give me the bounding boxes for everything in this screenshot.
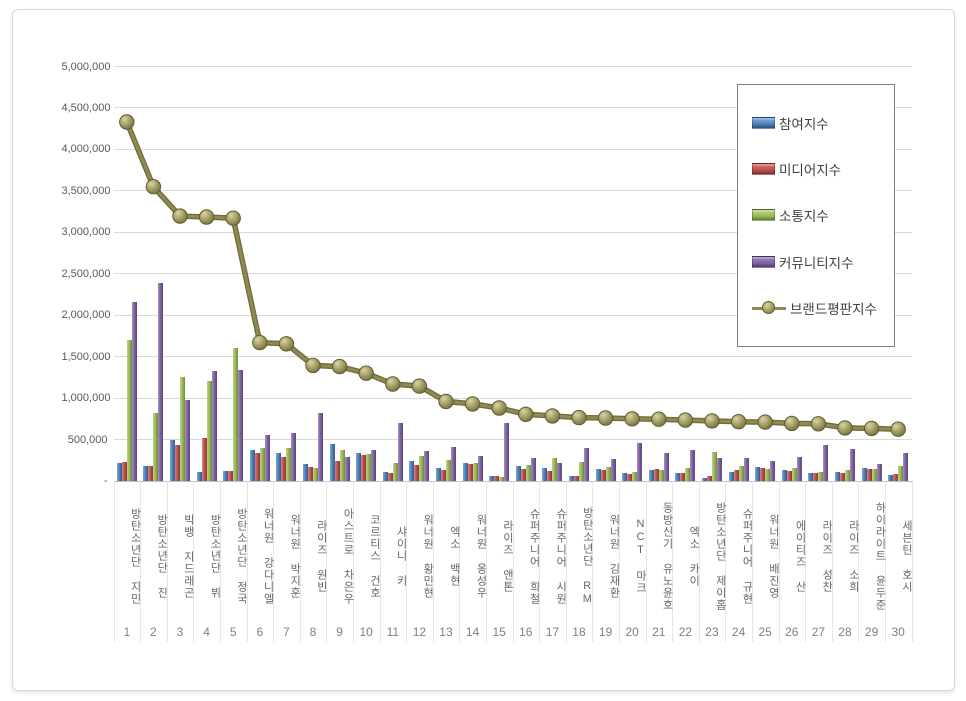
legend-item: 참여지수 (752, 113, 894, 133)
legend-line-bead (762, 300, 775, 314)
legend-item: 미디어지수 (752, 159, 894, 179)
legend-key-icon (752, 163, 775, 176)
legend-item: 소통지수 (752, 205, 894, 225)
legend-label: 소통지수 (779, 209, 829, 225)
legend-label: 미디어지수 (779, 163, 842, 179)
legend-item: 커뮤니티지수 (752, 252, 894, 272)
legend-label: 참여지수 (779, 117, 829, 133)
legend-item: 브랜드평판지수 (752, 298, 894, 318)
legend-label: 커뮤니티지수 (779, 255, 854, 271)
legend-line-marker-icon (752, 300, 786, 315)
legend-key-icon (752, 255, 775, 268)
legend-key-icon (752, 209, 775, 222)
legend-label: 브랜드평판지수 (790, 301, 877, 317)
legend-key-icon (752, 117, 775, 130)
